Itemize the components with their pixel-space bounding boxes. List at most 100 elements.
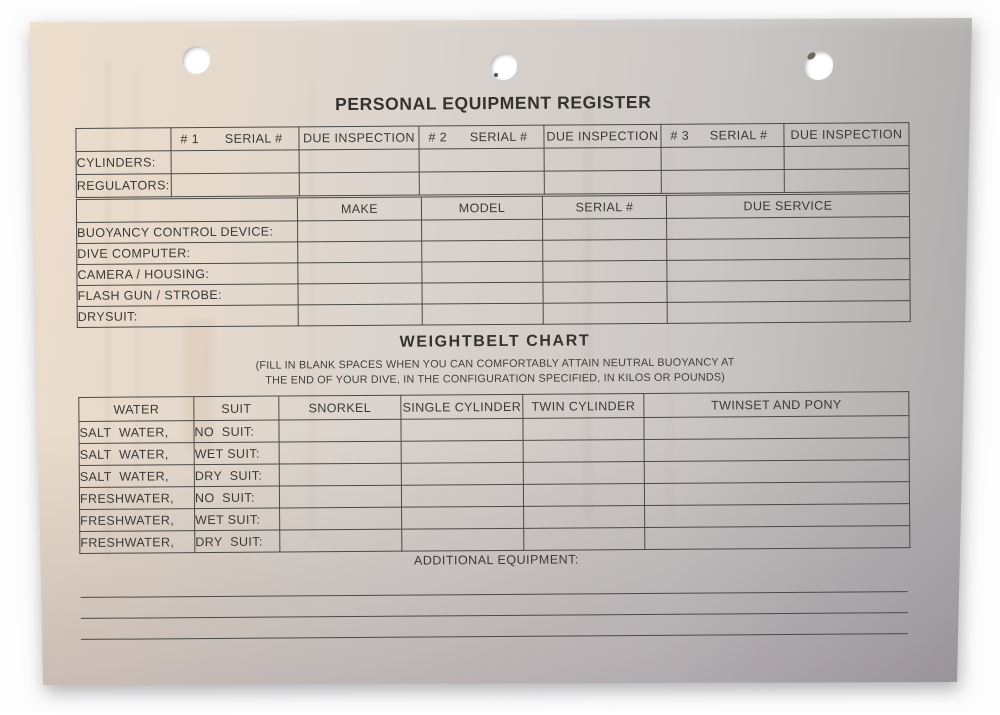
single-cylinder-header: SINGLE CYLINDER xyxy=(400,394,523,420)
empty-corner-cell xyxy=(75,127,172,152)
water-label: SALT WATER, xyxy=(79,464,195,488)
due-inspection-header-1: DUE INSPECTION xyxy=(298,126,420,150)
input-cell xyxy=(542,281,668,304)
due-inspection-header-2: DUE INSPECTION xyxy=(543,124,662,149)
input-cell xyxy=(644,437,910,462)
input-cell xyxy=(666,216,910,240)
row-label-drysuit: DRYSUIT: xyxy=(77,304,299,328)
input-cell xyxy=(523,461,645,485)
input-cell xyxy=(544,170,662,195)
water-label: FRESHWATER, xyxy=(79,530,195,554)
suit-label: WET SUIT: xyxy=(194,508,280,531)
input-cell xyxy=(279,441,402,465)
water-header: WATER xyxy=(78,396,194,422)
unit-number-label: # 1 xyxy=(180,132,200,147)
column-header-unit-1: # 1 SERIAL # xyxy=(170,126,300,151)
input-cell xyxy=(421,261,543,284)
punch-hole-left xyxy=(182,46,210,74)
serial-number-label: SERIAL # xyxy=(709,128,768,143)
input-cell xyxy=(297,262,422,284)
input-cell xyxy=(401,462,524,486)
input-cell xyxy=(401,506,524,530)
input-cell xyxy=(523,527,645,551)
unit-number-label: # 3 xyxy=(670,128,690,143)
input-cell xyxy=(523,505,645,529)
input-cell xyxy=(278,419,402,443)
weightbelt-table: WATER SUIT SNORKEL SINGLE CYLINDER TWIN … xyxy=(78,391,910,554)
suit-header: SUIT xyxy=(193,396,279,421)
input-cell xyxy=(421,219,543,242)
input-cell xyxy=(661,146,785,171)
make-header: MAKE xyxy=(297,197,422,221)
punch-hole-middle xyxy=(490,53,517,80)
input-cell xyxy=(419,171,545,196)
input-cell xyxy=(419,148,545,173)
cylinder-inspection-table: # 1 SERIAL # DUE INSPECTION # 2 SERIAL # xyxy=(75,122,910,198)
input-cell xyxy=(299,172,420,196)
input-cell xyxy=(297,283,423,305)
input-cell xyxy=(644,525,910,550)
input-cell xyxy=(400,418,524,442)
row-label-camera: CAMERA / HOUSING: xyxy=(76,262,298,286)
input-cell xyxy=(279,507,402,531)
column-header-unit-2: # 2 SERIAL # xyxy=(418,125,545,150)
input-cell xyxy=(279,485,402,509)
input-cell xyxy=(523,439,645,463)
form-title: PERSONAL EQUIPMENT REGISTER xyxy=(334,91,652,115)
row-label-dive-computer: DIVE COMPUTER: xyxy=(76,241,298,265)
due-inspection-header-3: DUE INSPECTION xyxy=(783,122,910,147)
punch-hole-right xyxy=(804,51,833,80)
suit-label: WET SUIT: xyxy=(194,442,280,465)
table-row-drysuit: DRYSUIT: xyxy=(77,300,911,328)
serial-number-label: SERIAL # xyxy=(469,129,528,145)
input-cell xyxy=(422,303,544,326)
show-through-streak xyxy=(310,80,314,540)
row-label-bcd: BUOYANCY CONTROL DEVICE: xyxy=(76,220,298,244)
input-cell xyxy=(401,440,524,464)
show-through-streak xyxy=(106,60,110,560)
water-label: SALT WATER, xyxy=(79,442,195,466)
input-cell xyxy=(542,239,667,262)
input-cell xyxy=(522,417,645,441)
show-through-streak xyxy=(668,100,672,520)
input-cell xyxy=(644,481,910,506)
serial-number-label: SERIAL # xyxy=(224,131,283,146)
input-cell xyxy=(543,302,668,325)
input-cell xyxy=(784,168,910,193)
input-cell xyxy=(401,528,524,552)
input-cell xyxy=(171,172,300,197)
weightbelt-chart-subtitle: (FILL IN BLANK SPACES WHEN YOU CAN COMFO… xyxy=(80,354,910,389)
suit-label: DRY SUIT: xyxy=(194,530,280,553)
input-cell xyxy=(784,145,910,170)
water-label: FRESHWATER, xyxy=(79,508,195,532)
water-label: SALT WATER, xyxy=(78,420,195,444)
input-cell xyxy=(661,169,785,194)
suit-label: NO SUIT: xyxy=(194,486,280,509)
column-header-unit-3: # 3 SERIAL # xyxy=(660,123,785,148)
unit-number-label: # 2 xyxy=(428,130,448,145)
equipment-service-table: MAKE MODEL SERIAL # DUE SERVICE BUOYANCY… xyxy=(76,193,911,328)
input-cell xyxy=(299,149,420,173)
twinset-pony-header: TWINSET AND PONY xyxy=(643,391,909,418)
input-cell xyxy=(279,529,402,553)
additional-equipment-label: ADDITIONAL EQUIPMENT: xyxy=(413,552,579,568)
input-cell xyxy=(667,300,911,324)
suit-label: NO SUIT: xyxy=(193,420,280,443)
show-through-streak xyxy=(585,90,591,520)
water-label: FRESHWATER, xyxy=(79,486,195,510)
input-cell xyxy=(666,258,910,282)
ruled-line xyxy=(80,612,908,619)
input-cell xyxy=(421,240,543,263)
input-cell xyxy=(297,220,422,242)
empty-corner-cell xyxy=(76,197,298,223)
row-label-regulators: REGULATORS: xyxy=(76,173,172,198)
input-cell xyxy=(279,463,402,487)
input-cell xyxy=(171,149,300,174)
input-cell xyxy=(542,218,667,241)
input-cell xyxy=(297,241,422,263)
input-cell xyxy=(421,282,544,305)
